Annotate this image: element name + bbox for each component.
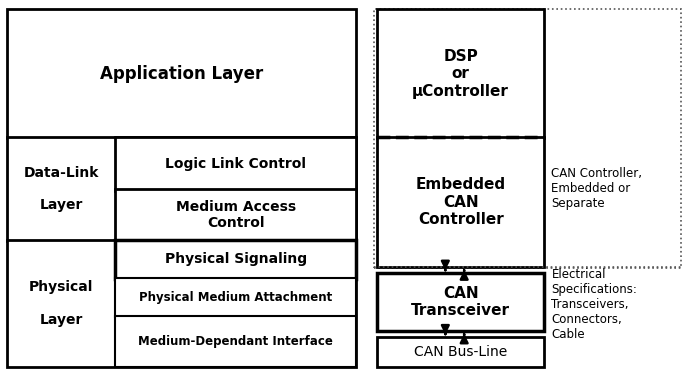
Text: CAN Controller,
Embedded or
Separate: CAN Controller, Embedded or Separate [551,168,642,210]
Text: Physical Signaling: Physical Signaling [165,252,306,266]
Text: Application Layer: Application Layer [100,65,263,83]
Bar [115,137,356,191]
Text: Physical Medium Attachment: Physical Medium Attachment [139,291,332,304]
Text: CAN Bus-Line: CAN Bus-Line [414,345,507,359]
Text: Logic Link Control: Logic Link Control [165,157,306,171]
Bar [115,316,356,367]
Text: Electrical
Specifications:
Transceivers,
Connectors,
Cable: Electrical Specifications: Transceivers,… [551,268,637,341]
Text: CAN
Transceiver: CAN Transceiver [411,286,510,318]
Bar [377,137,544,267]
Bar [377,273,544,331]
Bar [377,337,544,367]
Bar [377,9,544,138]
Text: Physical

Layer: Physical Layer [29,280,94,327]
Text: Medium Access
Control: Medium Access Control [175,200,296,230]
Bar [115,189,356,241]
Bar [374,9,681,268]
Text: DSP
or
μController: DSP or μController [413,49,509,99]
Text: Medium-Dependant Interface: Medium-Dependant Interface [138,335,333,348]
Text: Embedded
CAN
Controller: Embedded CAN Controller [415,177,506,227]
Bar [115,240,356,279]
Bar [7,240,356,367]
Bar [7,9,356,138]
Bar [115,278,356,317]
Bar [7,137,356,241]
Text: Data-Link

Layer: Data-Link Layer [24,166,99,212]
